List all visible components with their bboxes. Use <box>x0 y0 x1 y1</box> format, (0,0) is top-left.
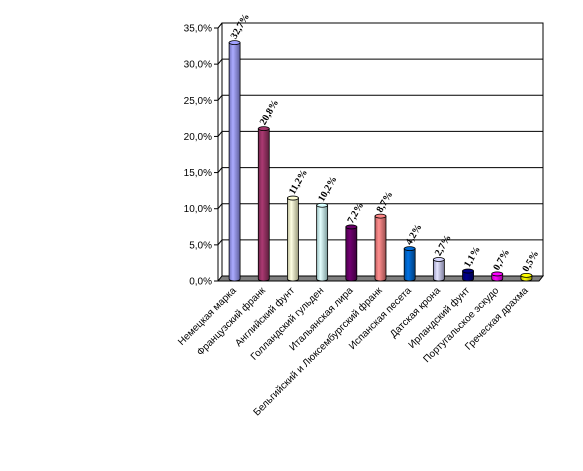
bar <box>491 271 504 282</box>
bar <box>520 272 533 282</box>
bar <box>462 268 474 282</box>
y-axis-depth <box>217 22 223 29</box>
bar-body <box>228 42 241 282</box>
gridline-depth <box>217 239 223 246</box>
bar <box>432 257 445 282</box>
bar-top <box>462 268 474 274</box>
bar-top <box>491 271 504 277</box>
bar-body <box>403 248 416 282</box>
bar-top <box>316 202 329 208</box>
y-tick-label: 10,0% <box>184 204 212 215</box>
y-tick-label: 15,0% <box>184 168 212 179</box>
bar-top <box>345 224 358 230</box>
bar-top <box>432 257 445 262</box>
bar-body <box>287 197 299 282</box>
bar <box>316 202 329 282</box>
gridline-depth <box>217 203 223 210</box>
gridline-depth <box>217 167 223 173</box>
bar-body <box>316 204 329 282</box>
bar-body <box>374 215 387 282</box>
bar-body <box>345 226 358 282</box>
bar-body <box>462 270 474 282</box>
y-tick-label: 20,0% <box>184 132 212 143</box>
bar-body <box>257 128 270 282</box>
bar <box>257 126 270 282</box>
bar <box>287 195 299 282</box>
bar-top <box>287 195 299 201</box>
bar-body <box>432 259 445 282</box>
bar-top <box>520 272 533 278</box>
bar <box>228 40 241 282</box>
gridline-depth <box>217 94 223 101</box>
y-tick-label: 0,0% <box>189 277 212 288</box>
bar <box>374 213 387 282</box>
y-tick-label: 25,0% <box>184 96 212 107</box>
y-tick-label: 5,0% <box>189 240 212 251</box>
bar <box>403 246 416 282</box>
gridline-depth <box>217 131 223 137</box>
axis-layer: 0,0% 5,0% 10,0% 15,0% 20,0% 25,0% 30,0% 35,0% <box>184 22 539 288</box>
y-tick-label: 35,0% <box>184 24 212 35</box>
y-tick-label: 30,0% <box>184 60 212 71</box>
gridline-depth <box>217 58 223 65</box>
bar-top <box>374 213 387 219</box>
bar-top <box>403 246 416 252</box>
bar-top <box>257 126 270 132</box>
bar <box>345 224 358 282</box>
x-tick-label: Датская крона <box>388 285 443 340</box>
bar-top <box>228 40 241 46</box>
bar-layer <box>228 40 533 282</box>
